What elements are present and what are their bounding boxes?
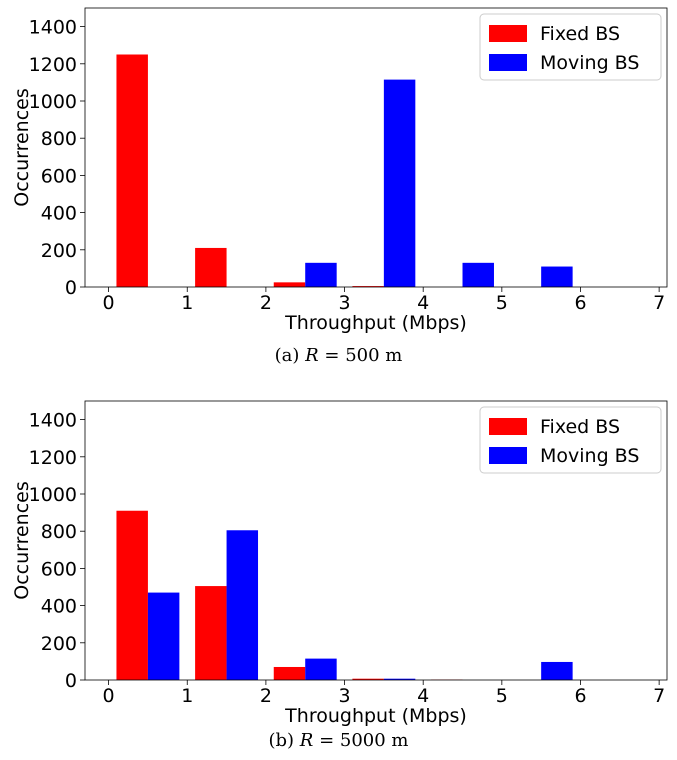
y-tick-label: 800 xyxy=(41,521,77,543)
y-tick-label: 1000 xyxy=(29,484,77,506)
y-tick-label: 1200 xyxy=(29,447,77,469)
x-tick-label: 4 xyxy=(417,685,429,707)
moving-bs-bar xyxy=(383,79,416,287)
caption-a-prefix: (a) xyxy=(274,345,300,366)
y-tick-label: 600 xyxy=(41,165,77,187)
caption-b-rest: = 5000 m xyxy=(319,730,409,751)
legend-moving-bs-label: Moving BS xyxy=(540,52,639,74)
legend: Fixed BS Moving BS xyxy=(479,13,662,81)
moving-bs-bar xyxy=(462,262,494,287)
y-tick-label: 1400 xyxy=(29,17,77,39)
x-tick-label: 6 xyxy=(574,292,586,314)
y-tick-label: 800 xyxy=(41,128,77,150)
x-tick-label: 1 xyxy=(181,685,193,707)
y-tick-label: 1200 xyxy=(29,54,77,76)
x-axis-label: Throughput (Mbps) xyxy=(284,705,467,727)
plot-frame xyxy=(84,400,668,681)
legend: Fixed BS Moving BS xyxy=(479,406,662,474)
fixed-bs-bar xyxy=(195,586,227,680)
x-tick-label: 7 xyxy=(653,292,665,314)
caption-b-var: R xyxy=(299,730,314,751)
caption-a-var: R xyxy=(305,345,319,366)
plot-frame xyxy=(84,7,668,288)
moving-bs-bar xyxy=(147,592,180,680)
fixed-bs-bar xyxy=(195,247,227,287)
x-tick-label: 2 xyxy=(260,292,272,314)
fixed-bs-bar xyxy=(273,666,306,680)
histogram-chart-b: 0 1 2 3 4 5 6 7 0 200 400 600 800 1000 1200 1400 Through… xyxy=(11,400,668,727)
x-tick-label: 5 xyxy=(496,292,508,314)
y-tick-label: 400 xyxy=(41,203,77,225)
x-tick-label: 5 xyxy=(496,685,508,707)
legend-moving-bs-swatch xyxy=(489,447,527,464)
fixed-bs-bar xyxy=(273,282,306,287)
legend-fixed-bs-swatch xyxy=(489,25,527,42)
x-tick-label: 1 xyxy=(181,292,193,314)
x-tick-label: 7 xyxy=(653,685,665,707)
moving-bs-bar xyxy=(305,658,337,680)
x-axis-label: Throughput (Mbps) xyxy=(284,312,467,334)
fixed-bs-bar xyxy=(352,286,384,287)
legend-fixed-bs-swatch xyxy=(489,418,527,435)
moving-bs-bar xyxy=(541,661,573,680)
subfigure-a: 0 1 2 3 4 5 6 7 0 200 400 600 800 1000 1200 1400 Through… xyxy=(0,7,677,366)
moving-bs-bar xyxy=(541,266,573,287)
x-tick-label: 6 xyxy=(574,685,586,707)
x-tick-label: 3 xyxy=(338,292,350,314)
legend-fixed-bs-label: Fixed BS xyxy=(540,416,620,438)
moving-bs-bar xyxy=(383,678,416,680)
y-axis-label: Occurrences xyxy=(11,88,33,207)
x-tick-label: 3 xyxy=(338,685,350,707)
legend-moving-bs-swatch xyxy=(489,54,527,71)
fixed-bs-bar xyxy=(116,54,148,287)
moving-bs-bar xyxy=(305,262,337,287)
moving-bs-bar xyxy=(226,530,259,680)
legend-fixed-bs-label: Fixed BS xyxy=(540,23,620,45)
caption-b-prefix: (b) xyxy=(268,730,295,751)
caption-a-rest: = 500 m xyxy=(324,345,403,366)
fixed-bs-bar xyxy=(116,510,148,680)
histogram-chart-a: 0 1 2 3 4 5 6 7 0 200 400 600 800 1000 1200 1400 Through… xyxy=(11,7,668,334)
y-tick-label: 0 xyxy=(65,670,77,692)
y-tick-label: 1400 xyxy=(29,410,77,432)
y-tick-label: 1000 xyxy=(29,91,77,113)
y-tick-label: 400 xyxy=(41,596,77,618)
legend-moving-bs-label: Moving BS xyxy=(540,445,639,467)
caption-a: (a) R = 500 m xyxy=(0,345,677,366)
x-tick-label: 0 xyxy=(103,685,115,707)
y-axis-label: Occurrences xyxy=(11,481,33,600)
fixed-bs-bar xyxy=(352,678,384,680)
y-tick-label: 0 xyxy=(65,277,77,299)
y-tick-label: 200 xyxy=(41,240,77,262)
y-tick-label: 600 xyxy=(41,558,77,580)
y-tick-label: 200 xyxy=(41,633,77,655)
caption-b: (b) R = 5000 m xyxy=(0,730,677,751)
x-tick-label: 0 xyxy=(103,292,115,314)
subfigure-b: 0 1 2 3 4 5 6 7 0 200 400 600 800 1000 1200 1400 Through… xyxy=(0,393,677,760)
x-tick-label: 4 xyxy=(417,292,429,314)
x-tick-label: 2 xyxy=(260,685,272,707)
